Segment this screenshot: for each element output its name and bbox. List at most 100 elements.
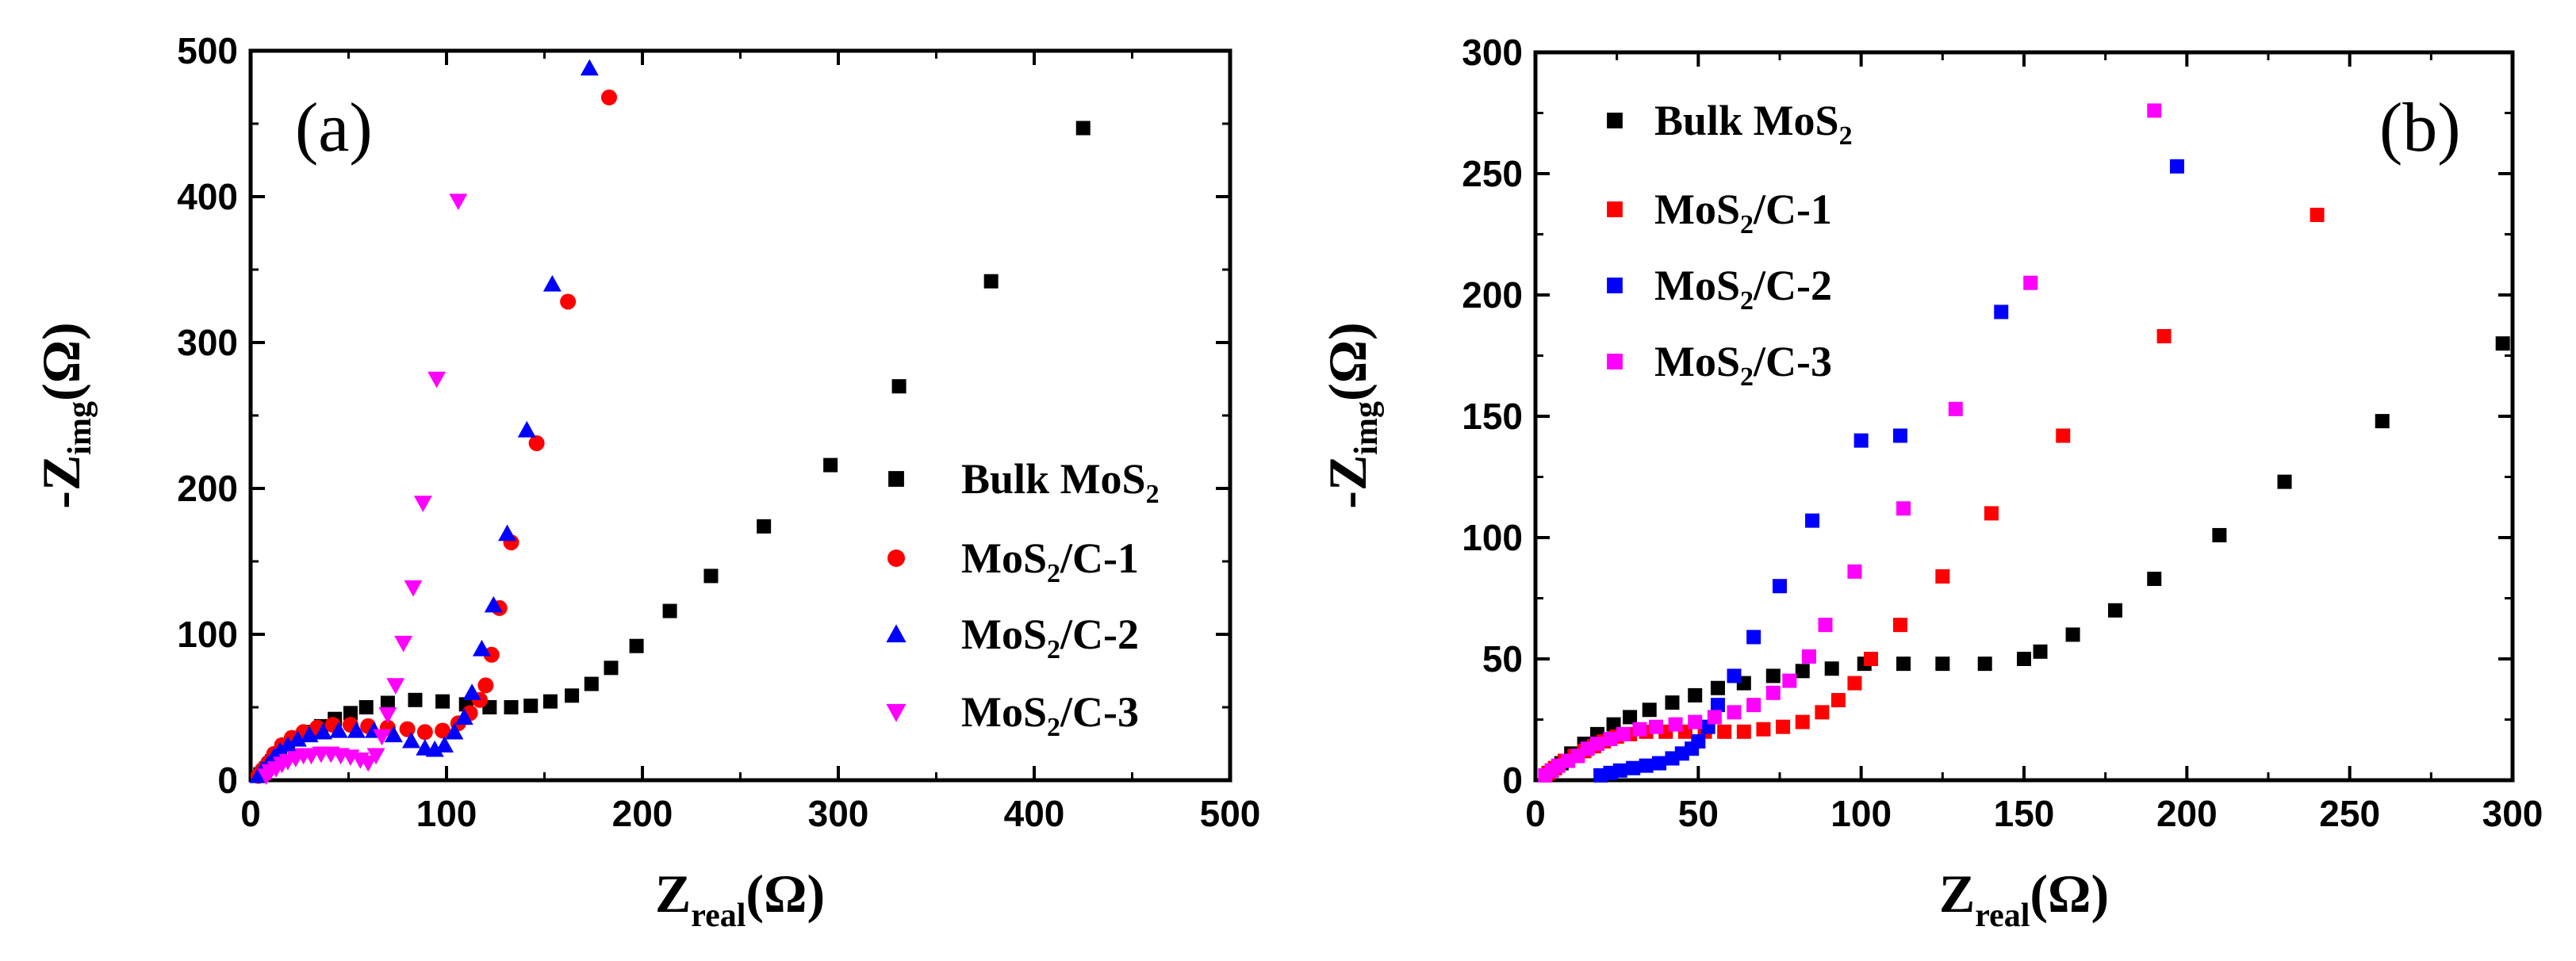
data-point bbox=[1795, 714, 1810, 729]
legend-item-mos2-c-2: MoS2/C-2 bbox=[1607, 262, 1832, 316]
data-point bbox=[394, 635, 413, 653]
legend-item-bulk-mos2: Bulk MoS2 bbox=[888, 455, 1160, 509]
data-point bbox=[1853, 433, 1869, 448]
legend-label-sub: 2 bbox=[1740, 362, 1754, 392]
data-point bbox=[601, 89, 618, 105]
data-point bbox=[2156, 329, 2172, 344]
data-point bbox=[358, 700, 374, 714]
data-point bbox=[2056, 428, 2071, 443]
data-point bbox=[1590, 737, 1605, 752]
data-point bbox=[1782, 673, 1797, 688]
svg-text:MoS2/C-3: MoS2/C-3 bbox=[1654, 338, 1832, 392]
x-axis-label-unit: (Ω) bbox=[2030, 863, 2109, 924]
data-point bbox=[2107, 603, 2122, 618]
y-tick-label: 400 bbox=[177, 176, 238, 217]
data-point bbox=[1765, 668, 1781, 683]
data-point bbox=[435, 736, 454, 753]
data-point bbox=[517, 420, 536, 438]
data-point bbox=[604, 660, 619, 676]
data-point bbox=[300, 726, 319, 743]
data-point bbox=[1805, 513, 1820, 528]
data-point bbox=[1892, 618, 1907, 633]
legend-marker bbox=[1607, 201, 1623, 217]
y-tick-label: 500 bbox=[177, 30, 238, 71]
svg-text:MoS2/C-2: MoS2/C-2 bbox=[1654, 262, 1832, 316]
x-tick-label: 250 bbox=[2319, 793, 2380, 834]
data-point bbox=[477, 677, 494, 694]
data-point bbox=[2147, 572, 2162, 587]
data-point bbox=[1075, 121, 1091, 136]
legend-label: MoS bbox=[961, 611, 1047, 658]
data-point bbox=[1896, 657, 1911, 672]
y-axis-label-sub: img bbox=[62, 401, 98, 455]
y-tick-label: 0 bbox=[1502, 760, 1523, 801]
data-point bbox=[1710, 680, 1725, 695]
x-tick-label: 200 bbox=[612, 793, 673, 834]
x-tick-label: 150 bbox=[1994, 793, 2055, 834]
y-axis-label-unit: (Ω) bbox=[1317, 322, 1378, 401]
legend-label-sub: 2 bbox=[1047, 635, 1060, 664]
data-point bbox=[1977, 657, 1992, 672]
legend-label-suffix: /C-1 bbox=[1060, 534, 1139, 582]
x-axis-label: Z bbox=[655, 863, 691, 924]
data-point bbox=[2375, 414, 2390, 429]
data-point bbox=[2212, 527, 2227, 542]
y-tick-label: 0 bbox=[217, 760, 238, 801]
data-point bbox=[347, 721, 366, 738]
legend-marker-symbol bbox=[887, 549, 905, 567]
data-point bbox=[1830, 693, 1846, 708]
data-point bbox=[504, 700, 519, 714]
data-point bbox=[1648, 719, 1663, 734]
y-axis-label: -Z bbox=[31, 455, 91, 509]
data-point bbox=[378, 707, 397, 724]
data-point bbox=[445, 722, 464, 740]
data-point bbox=[1612, 763, 1627, 778]
x-tick-label: 400 bbox=[1004, 793, 1065, 834]
legend-label: Bulk MoS bbox=[1654, 97, 1839, 144]
data-point bbox=[435, 694, 450, 709]
data-point bbox=[372, 729, 391, 746]
data-point bbox=[1727, 668, 1742, 683]
series-mos2-c-2 bbox=[1593, 159, 2185, 783]
legend-marker-symbol bbox=[1607, 113, 1623, 128]
data-point bbox=[1665, 695, 1680, 710]
y-axis-title: -Zimg(Ω) bbox=[31, 322, 98, 508]
data-point bbox=[498, 524, 517, 542]
data-point bbox=[703, 569, 719, 584]
data-point bbox=[757, 519, 772, 534]
data-point bbox=[1688, 714, 1703, 729]
legend-label: MoS bbox=[961, 688, 1047, 736]
y-axis-label: -Z bbox=[1317, 455, 1378, 509]
data-point bbox=[2170, 159, 2185, 174]
panel-label: (b) bbox=[2379, 90, 2461, 167]
data-point bbox=[313, 722, 332, 740]
legend-marker-symbol bbox=[1607, 354, 1623, 369]
legend-label-suffix: /C-3 bbox=[1753, 338, 1832, 385]
series-mos2-c-3 bbox=[257, 193, 468, 785]
data-point bbox=[454, 708, 473, 726]
data-points bbox=[249, 59, 1091, 785]
data-point bbox=[823, 458, 838, 473]
data-point bbox=[380, 695, 395, 710]
data-point bbox=[416, 724, 433, 741]
legend-label-suffix: /C-3 bbox=[1060, 688, 1139, 736]
x-tick-label: 50 bbox=[1678, 793, 1719, 834]
legend-item-mos2-c-1: MoS2/C-1 bbox=[887, 534, 1139, 588]
data-point bbox=[435, 722, 451, 739]
data-point bbox=[1603, 731, 1618, 746]
x-axis-label-sub: real bbox=[1975, 898, 2030, 934]
data-point bbox=[408, 692, 423, 707]
data-point bbox=[1892, 428, 1907, 443]
x-axis-title: Zreal(Ω) bbox=[1939, 863, 2109, 934]
data-point bbox=[366, 748, 385, 765]
svg-text:MoS2/C-1: MoS2/C-1 bbox=[1654, 186, 1832, 239]
data-point bbox=[1626, 760, 1641, 775]
data-point bbox=[402, 731, 421, 749]
data-points bbox=[1538, 103, 2510, 783]
data-point bbox=[2147, 103, 2162, 118]
data-point bbox=[1994, 304, 2009, 320]
data-point bbox=[1736, 724, 1751, 739]
y-tick-labels: 0 100 200 300 400 500 bbox=[177, 30, 238, 801]
data-point bbox=[425, 740, 444, 757]
